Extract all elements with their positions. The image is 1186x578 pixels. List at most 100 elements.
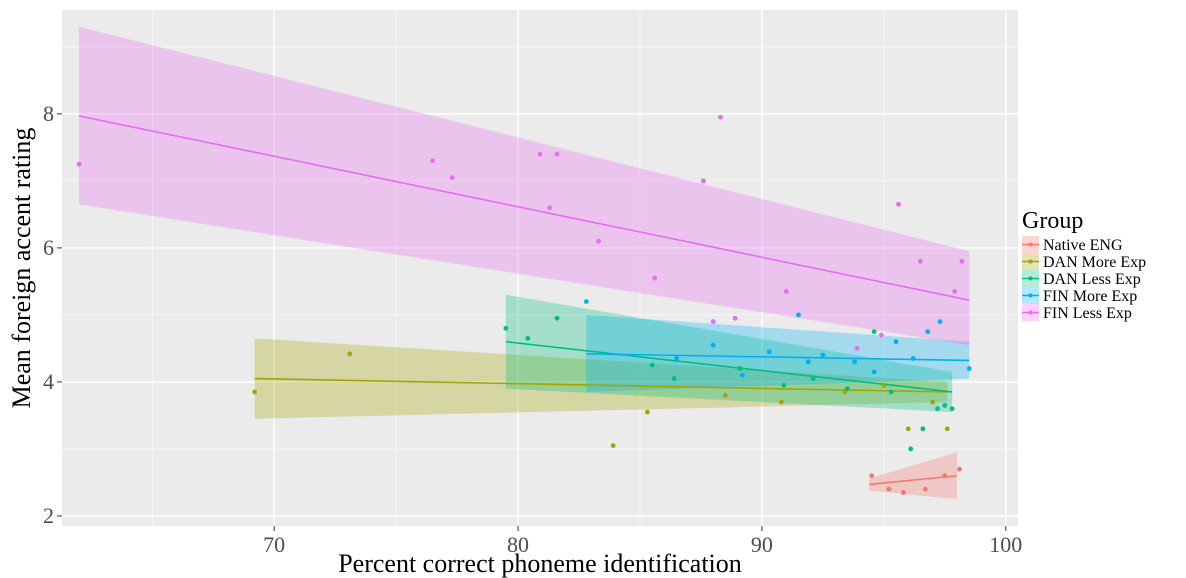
- data-point: [908, 446, 914, 452]
- data-point: [671, 376, 677, 381]
- data-point: [781, 382, 787, 388]
- data-point: [547, 205, 553, 211]
- x-tick-label: 70: [263, 532, 285, 557]
- data-point: [554, 315, 560, 321]
- data-point: [869, 473, 875, 479]
- plot-panel: [62, 10, 1018, 526]
- legend-title: Group: [1022, 208, 1083, 234]
- legend-key-point: [1028, 276, 1033, 281]
- data-point: [871, 329, 877, 335]
- data-point: [935, 406, 940, 412]
- data-point: [449, 175, 455, 180]
- legend-key-point: [1028, 310, 1033, 315]
- data-point: [900, 490, 906, 495]
- data-point: [722, 392, 728, 398]
- data-point: [879, 332, 884, 338]
- data-point: [649, 362, 655, 368]
- data-point: [952, 289, 957, 294]
- data-point: [596, 238, 601, 244]
- legend-label: DAN More Exp: [1043, 254, 1146, 271]
- data-point: [905, 426, 911, 432]
- data-point: [852, 359, 858, 365]
- data-point: [844, 386, 850, 392]
- data-point: [881, 382, 887, 388]
- data-point: [805, 359, 811, 365]
- data-point: [779, 399, 784, 405]
- legend-label: DAN Less Exp: [1043, 271, 1141, 288]
- y-tick-label: 8: [43, 101, 54, 126]
- y-tick-label: 4: [43, 369, 54, 394]
- data-point: [930, 399, 936, 405]
- x-tick-label: 80: [507, 532, 529, 557]
- data-point: [347, 351, 353, 357]
- data-point: [937, 319, 943, 325]
- data-point: [430, 158, 436, 164]
- data-point: [922, 486, 928, 492]
- data-point: [925, 329, 931, 335]
- data-point: [966, 366, 972, 371]
- legend-key-point: [1028, 242, 1033, 247]
- confidence-band: [254, 338, 948, 419]
- fit-line: [869, 474, 958, 486]
- data-point: [842, 389, 848, 395]
- data-point: [854, 346, 860, 351]
- legend-label: Native ENG: [1043, 237, 1123, 254]
- legend-label: FIN More Exp: [1043, 288, 1137, 305]
- data-point: [810, 376, 816, 381]
- data-point: [732, 315, 738, 321]
- data-point: [886, 486, 892, 492]
- data-point: [644, 409, 650, 415]
- data-point: [959, 258, 965, 264]
- data-point: [700, 178, 706, 184]
- data-point: [957, 466, 962, 472]
- data-point: [740, 372, 745, 378]
- data-point: [583, 299, 589, 304]
- confidence-band: [79, 26, 970, 346]
- data-point: [888, 389, 894, 395]
- data-point: [766, 349, 772, 355]
- data-point: [710, 342, 716, 348]
- fit-line: [586, 352, 970, 362]
- fit-line: [505, 340, 953, 393]
- data-point: [537, 151, 543, 157]
- data-point: [942, 402, 948, 408]
- fit-line: [254, 377, 948, 393]
- fit-line: [78, 115, 970, 301]
- legend-label: FIN Less Exp: [1043, 305, 1132, 322]
- confidence-band: [869, 452, 958, 500]
- data-point: [910, 356, 916, 361]
- data-point: [783, 289, 789, 294]
- data-point: [76, 161, 82, 167]
- data-point: [718, 114, 723, 120]
- confidence-band: [505, 294, 953, 413]
- data-point: [554, 151, 560, 157]
- legend-key-point: [1028, 259, 1033, 264]
- y-tick-label: 2: [43, 503, 54, 528]
- data-point: [820, 352, 826, 358]
- data-point: [942, 473, 948, 479]
- data-point: [525, 335, 531, 341]
- y-tick-label: 6: [43, 235, 54, 260]
- data-point: [918, 258, 923, 264]
- x-tick-label: 90: [751, 532, 773, 557]
- data-point: [674, 356, 679, 361]
- axis-ticks: 70 80 90 100 2 4 6 8: [43, 101, 1022, 557]
- legend-key-point: [1028, 293, 1033, 298]
- data-point: [920, 426, 926, 432]
- data-point: [737, 366, 743, 371]
- data-point: [652, 275, 658, 281]
- data-point: [949, 406, 955, 412]
- data-points: [76, 114, 972, 495]
- data-point: [503, 325, 509, 331]
- x-tick-label: 100: [989, 532, 1022, 557]
- data-point: [896, 201, 901, 207]
- data-point: [796, 312, 801, 318]
- y-axis-title: Mean foreign accent rating: [7, 128, 36, 409]
- x-axis-title: Percent correct phoneme identification: [338, 549, 742, 578]
- fit-lines: [78, 115, 970, 486]
- data-point: [944, 426, 950, 432]
- data-point: [893, 339, 899, 345]
- data-point: [610, 443, 616, 448]
- data-point: [710, 319, 716, 325]
